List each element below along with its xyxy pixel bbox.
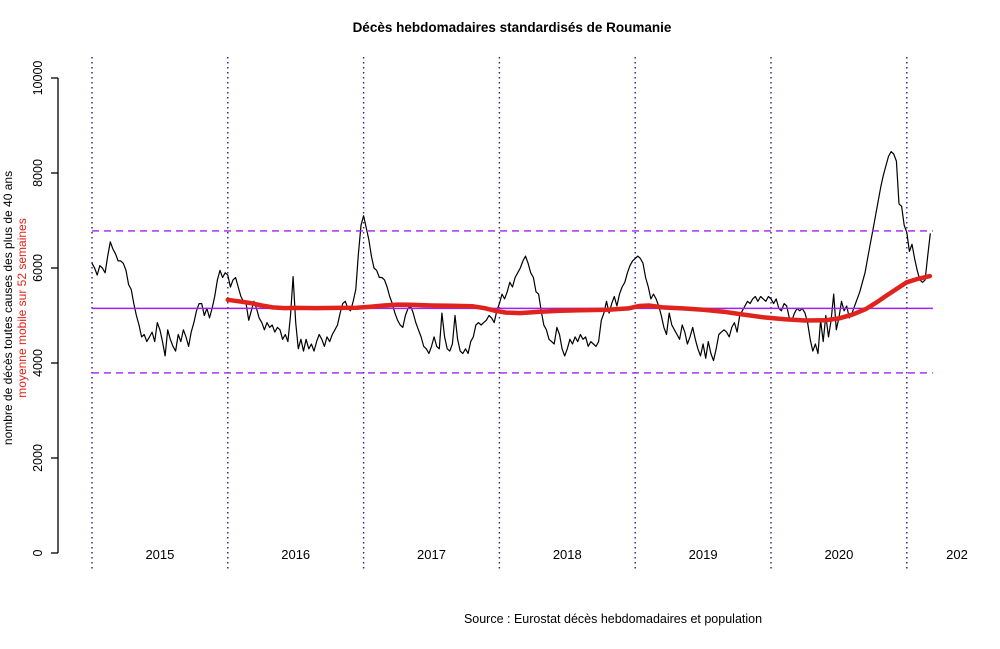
x-year-label: 2018	[553, 547, 582, 562]
x-year-label: 2016	[281, 547, 310, 562]
y-axis-group: 0 2000 4000 6000 8000 10000	[31, 61, 59, 556]
year-gridlines-group	[91, 57, 908, 571]
reference-lines-group	[92, 230, 933, 374]
x-axis-labels-group: 2015 2016 2017 2018 2019 2020 202	[145, 547, 967, 562]
chart-title: Décès hebdomadaires standardisés de Roum…	[353, 20, 672, 35]
y-tick-label: 0	[31, 549, 45, 556]
moving-average-line	[225, 273, 933, 323]
x-year-label: 2015	[145, 547, 174, 562]
x-year-label: 2017	[417, 547, 446, 562]
moving-average-line-group	[225, 273, 933, 323]
y-tick-label: 4000	[31, 349, 45, 377]
weekly-deaths-line-group	[91, 151, 931, 362]
y-tick-label: 8000	[31, 159, 45, 187]
y-tick-label: 10000	[31, 61, 45, 96]
x-year-label: 202	[946, 547, 968, 562]
source-caption: Source : Eurostat décès hebdomadaires et…	[464, 612, 762, 626]
weekly-deaths-line	[91, 151, 931, 362]
y-tick-label: 2000	[31, 444, 45, 472]
y-axis-label-secondary: moyenne mobile sur 52 semaines	[15, 218, 29, 397]
x-year-label: 2020	[824, 547, 853, 562]
x-year-label: 2019	[689, 547, 718, 562]
y-tick-label: 6000	[31, 254, 45, 282]
y-axis-label-primary: nombre de décès toutes causes des plus d…	[1, 171, 15, 445]
